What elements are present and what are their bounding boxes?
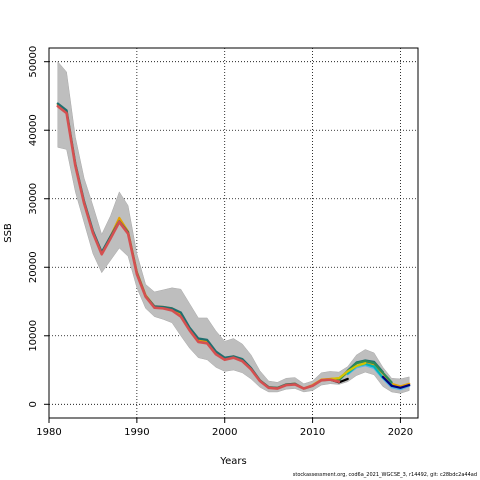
y-tick-label: 40000 [28,114,39,146]
y-axis-label: SSB [3,223,14,243]
y-tick-label: 0 [28,401,39,407]
plot-frame [48,47,419,419]
x-axis: 1980 1990 2000 2010 2020 [36,418,413,438]
y-tick-label: 30000 [28,183,39,215]
y-tick-label: 10000 [28,320,39,352]
y-tick-label: 20000 [28,251,39,283]
confidence-band-layer [57,61,410,394]
x-tick-label: 1980 [36,427,61,438]
x-tick-label: 1990 [124,427,149,438]
y-tick-label: 50000 [28,46,39,78]
series-line [56,104,341,390]
footer-credit: stockassessment.org, cod6a_2021_WGCSE_3,… [292,472,477,478]
series-lines-layer [56,102,411,391]
x-axis-label: Years [219,456,246,467]
x-tick-label: 2000 [212,427,237,438]
series-line [381,375,411,389]
confidence-band [57,61,410,394]
y-axis: 0 10000 20000 30000 40000 50000 [28,46,49,407]
x-tick-label: 2010 [300,427,325,438]
x-tick-label: 2020 [388,427,413,438]
series-line [329,362,367,381]
